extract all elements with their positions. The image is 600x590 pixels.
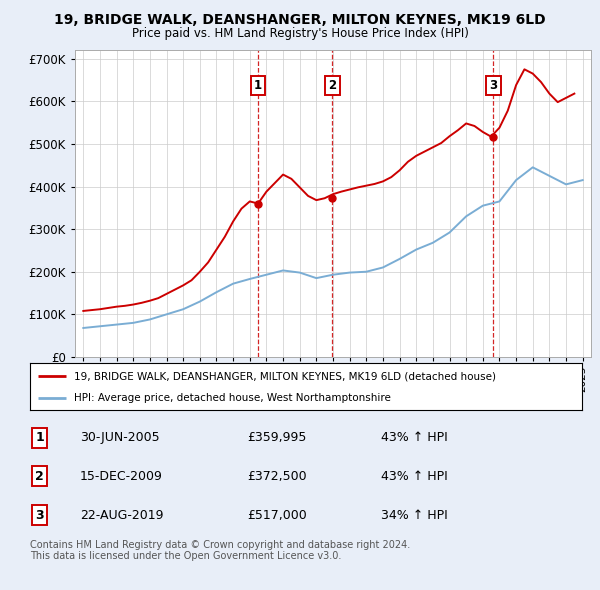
- Text: 1: 1: [254, 79, 262, 92]
- Text: HPI: Average price, detached house, West Northamptonshire: HPI: Average price, detached house, West…: [74, 394, 391, 403]
- Text: 3: 3: [35, 509, 44, 522]
- Text: 1: 1: [35, 431, 44, 444]
- Text: 43% ↑ HPI: 43% ↑ HPI: [381, 431, 448, 444]
- Text: £517,000: £517,000: [247, 509, 307, 522]
- Text: 15-DEC-2009: 15-DEC-2009: [80, 470, 163, 483]
- Text: Price paid vs. HM Land Registry's House Price Index (HPI): Price paid vs. HM Land Registry's House …: [131, 27, 469, 40]
- Text: 19, BRIDGE WALK, DEANSHANGER, MILTON KEYNES, MK19 6LD (detached house): 19, BRIDGE WALK, DEANSHANGER, MILTON KEY…: [74, 371, 496, 381]
- Text: 43% ↑ HPI: 43% ↑ HPI: [381, 470, 448, 483]
- Text: 2: 2: [328, 79, 337, 92]
- Text: 2: 2: [35, 470, 44, 483]
- Text: 22-AUG-2019: 22-AUG-2019: [80, 509, 163, 522]
- Text: 3: 3: [490, 79, 497, 92]
- Text: £372,500: £372,500: [247, 470, 307, 483]
- Text: Contains HM Land Registry data © Crown copyright and database right 2024.
This d: Contains HM Land Registry data © Crown c…: [30, 540, 410, 562]
- Text: 19, BRIDGE WALK, DEANSHANGER, MILTON KEYNES, MK19 6LD: 19, BRIDGE WALK, DEANSHANGER, MILTON KEY…: [54, 13, 546, 27]
- Text: £359,995: £359,995: [247, 431, 307, 444]
- Text: 30-JUN-2005: 30-JUN-2005: [80, 431, 160, 444]
- Text: 34% ↑ HPI: 34% ↑ HPI: [381, 509, 448, 522]
